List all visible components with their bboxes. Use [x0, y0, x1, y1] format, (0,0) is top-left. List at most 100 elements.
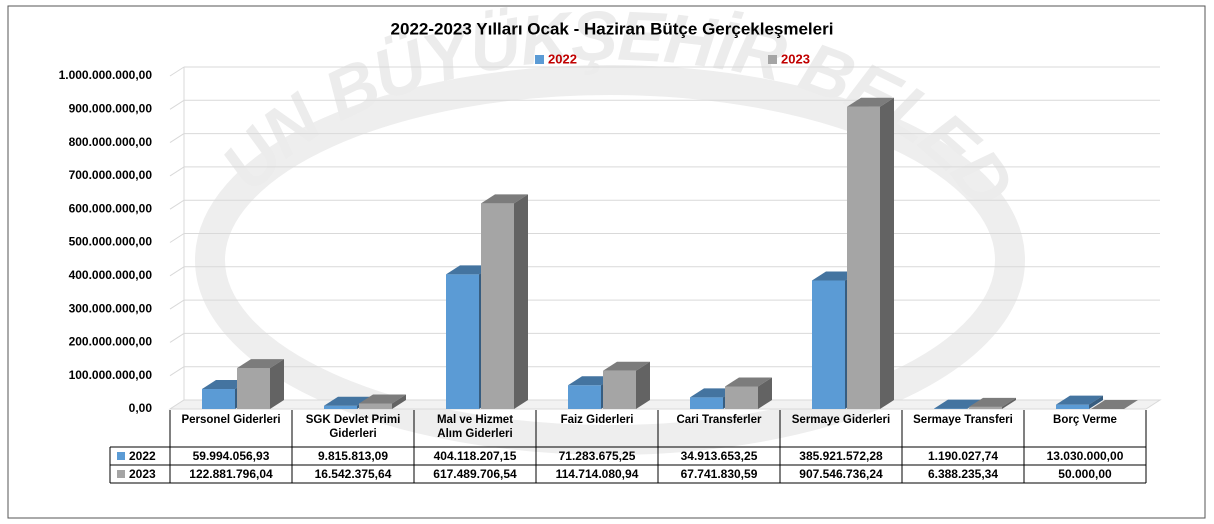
category-cell: Sermaye Giderleri: [791, 414, 891, 426]
grid-line: [169, 233, 185, 243]
x-tick-label: Personel Giderleri: [181, 414, 281, 426]
bar-side: [270, 359, 284, 409]
bar-front: [1056, 404, 1089, 409]
bar-front: [725, 386, 758, 409]
grid-line: [169, 99, 185, 110]
bar-front: [690, 397, 723, 409]
y-tick-label: 600.000.000,00: [69, 201, 153, 215]
y-tick-label: 500.000.000,00: [69, 235, 153, 249]
bar-front: [359, 403, 392, 409]
table-value: 50.000,00: [1058, 467, 1112, 481]
table-value: 122.881.796,04: [189, 467, 273, 481]
y-tick-label: 1.000.000.000,00: [59, 68, 153, 82]
y-tick-label: 0,00: [129, 401, 153, 415]
y-tick-label: 400.000.000,00: [69, 268, 153, 282]
bar-side: [758, 377, 772, 409]
bar: [237, 359, 284, 409]
table-value: 13.030.000,00: [1047, 449, 1124, 463]
bar-side: [880, 97, 894, 410]
bar-front: [812, 280, 845, 409]
category-cell: Borç Verme: [1053, 414, 1117, 426]
bar-top: [725, 377, 772, 387]
table-series-label: 2023: [129, 467, 156, 481]
bar-front: [481, 203, 514, 409]
x-tick-label: Cari Transferler: [676, 414, 762, 426]
bar-side: [392, 394, 406, 409]
y-tick-label: 700.000.000,00: [69, 168, 153, 182]
table-value: 59.994.056,93: [193, 449, 270, 463]
y-tick-label: 300.000.000,00: [69, 301, 153, 315]
table-value: 907.546.736,24: [799, 467, 883, 481]
bar-front: [603, 370, 636, 409]
bar-top: [359, 394, 406, 404]
x-tick-label: Sermaye Giderleri: [791, 414, 891, 426]
bar-side: [1002, 397, 1016, 409]
grid-line: [169, 66, 185, 77]
table-value: 404.118.207,15: [434, 449, 517, 463]
bar-side: [1089, 395, 1103, 409]
bar-top: [1091, 399, 1138, 409]
table-series-label: 2022: [129, 449, 156, 463]
chart-title: 2022-2023 Yılları Ocak - Haziran Bütçe G…: [391, 19, 834, 38]
bar-top: [847, 97, 894, 107]
x-tick-label: Faiz Giderleri: [560, 414, 634, 426]
bar-front: [237, 368, 270, 409]
table-value: 114.714.080,94: [556, 467, 639, 481]
table-legend-swatch: [117, 470, 125, 478]
grid-line: [169, 299, 185, 310]
bar-top: [237, 359, 284, 369]
bar: [481, 194, 528, 409]
table-value: 71.283.675,25: [559, 449, 636, 463]
bar: [359, 394, 406, 409]
category-cell: SGK Devlet Primi Giderleri: [305, 414, 401, 440]
table-value: 1.190.027,74: [928, 449, 998, 463]
bar: [603, 361, 650, 409]
bar-front: [847, 106, 880, 410]
table-value: 6.388.235,34: [928, 467, 998, 481]
table-value: 617.489.706,54: [433, 467, 517, 481]
table-value: 67.741.830,59: [681, 467, 758, 481]
y-tick-label: 900.000.000,00: [69, 101, 153, 115]
table-value: 385.921.572,28: [799, 449, 883, 463]
y-tick-label: 100.000.000,00: [69, 368, 153, 382]
legend-swatch: [535, 55, 544, 64]
bar-front: [446, 274, 479, 409]
bar-side: [514, 194, 528, 409]
bar-top: [481, 194, 528, 204]
bar: [725, 377, 772, 409]
bar-side: [636, 361, 650, 409]
bar: [1091, 399, 1138, 409]
table-value: 34.913.653,25: [681, 449, 758, 463]
x-tick-label: Borç Verme: [1053, 414, 1117, 426]
y-tick-label: 800.000.000,00: [69, 135, 153, 149]
bar-top: [969, 397, 1016, 407]
legend-label: 2022: [548, 51, 577, 66]
legend-label: 2023: [781, 51, 810, 66]
x-tick-label: SGK Devlet Primi Giderleri: [305, 414, 401, 440]
grid-line: [169, 133, 185, 144]
y-tick-label: 200.000.000,00: [69, 335, 153, 349]
bar: [847, 97, 894, 410]
category-cell: Sermaye Transferi: [913, 414, 1013, 426]
grid-line: [169, 266, 185, 277]
category-cell: Personel Giderleri: [181, 414, 281, 426]
grid-line: [169, 332, 185, 343]
table-legend-swatch: [117, 452, 125, 460]
category-cell: Mal ve Hizmet Alım Giderleri: [436, 414, 514, 440]
grid-line: [169, 199, 185, 210]
bar-front: [202, 389, 235, 409]
category-cell: Faiz Giderleri: [560, 414, 634, 426]
bar-top: [934, 399, 981, 409]
bar-top: [603, 361, 650, 371]
table-value: 16.542.375,64: [315, 467, 392, 481]
grid-line: [169, 166, 185, 177]
bar: [1056, 395, 1103, 409]
x-tick-label: Sermaye Transferi: [913, 414, 1013, 426]
category-cell: Cari Transferler: [676, 414, 762, 426]
x-tick-label: Mal ve Hizmet Alım Giderleri: [436, 414, 514, 440]
bar-front: [324, 405, 357, 409]
bar: [969, 397, 1016, 409]
bar-front: [568, 385, 601, 409]
legend-swatch: [768, 55, 777, 64]
